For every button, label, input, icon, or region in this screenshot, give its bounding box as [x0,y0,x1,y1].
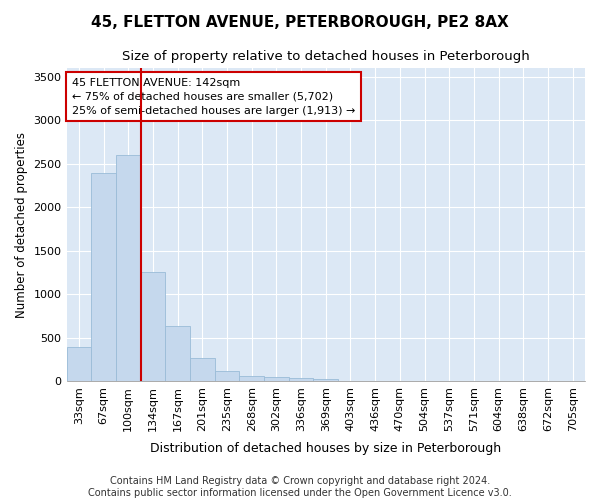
Title: Size of property relative to detached houses in Peterborough: Size of property relative to detached ho… [122,50,530,63]
Bar [91,172,116,381]
Bar [116,155,140,381]
Text: 45, FLETTON AVENUE, PETERBOROUGH, PE2 8AX: 45, FLETTON AVENUE, PETERBOROUGH, PE2 8A… [91,15,509,30]
Bar [67,347,91,381]
Bar [313,380,338,381]
Bar [239,376,264,381]
Bar [140,272,165,381]
Bar [165,326,190,381]
Y-axis label: Number of detached properties: Number of detached properties [15,132,28,318]
Bar [289,378,313,381]
Text: 45 FLETTON AVENUE: 142sqm
← 75% of detached houses are smaller (5,702)
25% of se: 45 FLETTON AVENUE: 142sqm ← 75% of detac… [72,78,355,116]
Text: Contains HM Land Registry data © Crown copyright and database right 2024.
Contai: Contains HM Land Registry data © Crown c… [88,476,512,498]
Bar [190,358,215,381]
Bar [215,372,239,381]
Bar [264,376,289,381]
X-axis label: Distribution of detached houses by size in Peterborough: Distribution of detached houses by size … [150,442,502,455]
